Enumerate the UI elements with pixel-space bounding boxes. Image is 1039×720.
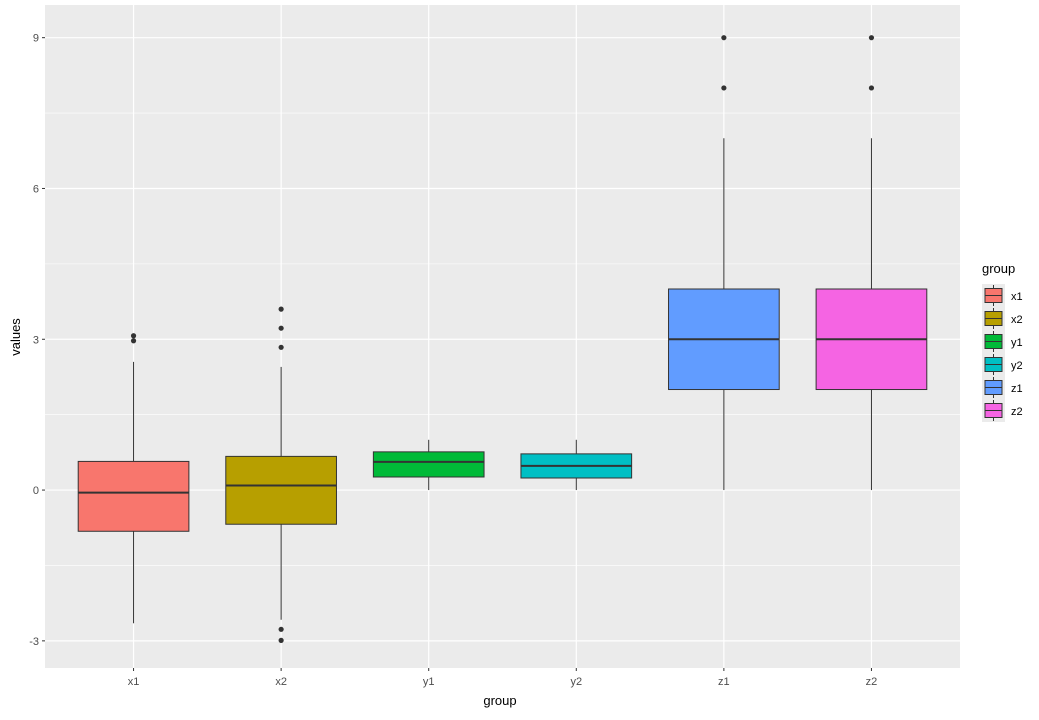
legend-title: group — [982, 261, 1015, 276]
legend-label: z1 — [1011, 383, 1023, 395]
legend-label: z2 — [1011, 406, 1023, 418]
legend-item-x1: x1 — [982, 284, 1023, 307]
box-body — [225, 455, 337, 525]
box-y1 — [372, 439, 485, 491]
y-tick-label: 6 — [33, 183, 39, 195]
y-tick-label: -3 — [29, 636, 39, 648]
box-y2 — [520, 439, 633, 491]
box-body — [77, 460, 190, 532]
x-axis-label: group — [483, 693, 516, 708]
outlier-point — [868, 35, 875, 41]
legend-item-x2: x2 — [982, 307, 1023, 330]
legend-label: y2 — [1011, 360, 1023, 372]
legend: group x1 x2 y1 y2 z1 z2 — [982, 261, 1023, 422]
outlier-point — [721, 85, 727, 91]
box-z2 — [815, 35, 928, 491]
outlier-point — [130, 338, 137, 344]
y-tick-label: 9 — [33, 33, 39, 45]
x-tick-label: x2 — [275, 676, 287, 688]
x-tick-label: z2 — [866, 676, 878, 688]
outlier-point — [278, 306, 284, 312]
box-z1 — [668, 35, 780, 491]
outlier-point — [278, 325, 284, 331]
y-tick-label: 0 — [33, 485, 39, 497]
legend-item-z1: z1 — [982, 376, 1023, 399]
legend-label: x1 — [1011, 291, 1023, 303]
y-axis-label: values — [8, 318, 23, 356]
box-body — [372, 451, 485, 478]
outlier-point — [278, 344, 284, 350]
x-tick-label: x1 — [128, 676, 140, 688]
outlier-point — [278, 637, 284, 643]
outlier-point — [130, 333, 137, 339]
plot-panel — [45, 5, 960, 668]
y-tick-label: 3 — [33, 334, 39, 346]
x-tick-label: z1 — [718, 676, 730, 688]
outlier-point — [868, 85, 875, 91]
outlier-point — [721, 35, 727, 41]
legend-item-y2: y2 — [982, 353, 1023, 376]
box-x2 — [225, 306, 337, 643]
x-tick-label: y1 — [423, 676, 435, 688]
x-tick-label: y2 — [570, 676, 582, 688]
legend-label: y1 — [1011, 337, 1023, 349]
legend-item-z2: z2 — [982, 399, 1023, 422]
outlier-point — [278, 626, 284, 632]
legend-item-y1: y1 — [982, 330, 1023, 353]
legend-label: x2 — [1011, 314, 1023, 326]
box-x1 — [77, 333, 190, 624]
